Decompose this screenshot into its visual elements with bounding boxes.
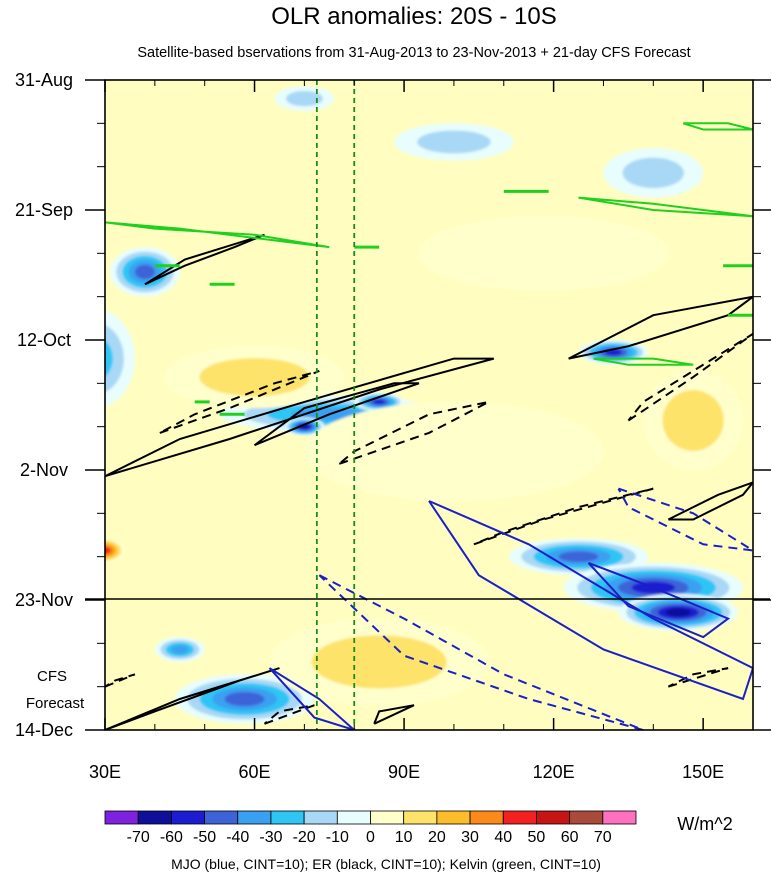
x-tick-label-90E: 90E bbox=[388, 762, 420, 782]
forecast-label-line-1: CFS bbox=[37, 668, 67, 685]
colorbar-swatch-0 bbox=[104, 810, 139, 825]
colorbar-swatch-2 bbox=[170, 810, 205, 825]
y-tick-label-12-Oct: 12-Oct bbox=[17, 330, 71, 350]
anomaly-feature-3-level-60 bbox=[373, 399, 386, 405]
colorbar-label-13: 60 bbox=[561, 829, 579, 846]
anomaly-feature-19-level-20 bbox=[622, 157, 684, 189]
colorbar-label-10: 30 bbox=[461, 829, 479, 846]
chart-title: OLR anomalies: 20S - 10S bbox=[271, 3, 556, 30]
anomaly-feature-10-level-40 bbox=[171, 645, 189, 654]
colorbar-label-1: -60 bbox=[160, 829, 183, 846]
er-contour-negative-4 bbox=[263, 704, 315, 725]
colorbar-swatch-1 bbox=[137, 810, 172, 825]
colorbar-label-12: 50 bbox=[528, 829, 546, 846]
colorbar-label-3: -40 bbox=[226, 829, 249, 846]
anomaly-feature-0-level-30 bbox=[105, 340, 113, 377]
colorbar-label-9: 20 bbox=[428, 829, 446, 846]
kelvin-contour-1 bbox=[578, 196, 753, 218]
er-contour-positive-2 bbox=[253, 382, 420, 447]
contour-legend-text: MJO (blue, CINT=10); ER (black, CINT=10)… bbox=[171, 856, 601, 872]
mjo-contour-positive-2 bbox=[268, 667, 355, 730]
y-tick-label-31-Aug: 31-Aug bbox=[15, 70, 73, 90]
x-tick-label-120E: 120E bbox=[533, 762, 575, 782]
x-tick-label-30E: 30E bbox=[89, 762, 121, 782]
er-contour-positive-1 bbox=[105, 357, 495, 478]
colorbar-swatch-8 bbox=[370, 810, 405, 825]
colorbar-swatch-10 bbox=[436, 810, 471, 825]
colorbar-label-7: 0 bbox=[366, 829, 375, 846]
anomaly-feature-11-level-20 bbox=[311, 635, 447, 689]
mjo-contour-negative-1 bbox=[617, 487, 753, 552]
kelvin-contour-0 bbox=[105, 221, 330, 249]
er-contour-negative-0 bbox=[159, 370, 320, 434]
mjo-contour-positive-0 bbox=[428, 500, 753, 701]
x-tick-label-150E: 150E bbox=[682, 762, 724, 782]
forecast-label-line-2: Forecast bbox=[26, 695, 85, 712]
kelvin-contour-2 bbox=[682, 122, 753, 131]
colorbar-swatch-15 bbox=[602, 810, 637, 825]
er-contour-positive-3 bbox=[568, 295, 753, 360]
anomaly-feature-14-level-10 bbox=[419, 216, 669, 291]
anomaly-feature-17-level-20 bbox=[285, 90, 323, 107]
colorbar-swatch-3 bbox=[204, 810, 239, 825]
colorbar-label-14: 70 bbox=[594, 829, 612, 846]
er-contour-positive-5 bbox=[105, 667, 280, 730]
colorbar-label-0: -70 bbox=[127, 829, 150, 846]
colorbar-label-8: 10 bbox=[395, 829, 413, 846]
colorbar-swatch-9 bbox=[403, 810, 438, 825]
y-tick-label-21-Sep: 21-Sep bbox=[15, 200, 73, 220]
plot-area bbox=[105, 80, 753, 730]
anomaly-feature-18-level-20 bbox=[417, 130, 491, 154]
colorbar-swatch-13 bbox=[536, 810, 571, 825]
axes: 30E 60E 90E 120E 150E 31-Aug 21-Sep 12-Oct 2-Nov… bbox=[15, 70, 771, 782]
anomaly-feature-12-level-20 bbox=[199, 358, 310, 397]
y-tick-label-2-Nov: 2-Nov bbox=[20, 460, 68, 480]
anomaly-feature-13-level-10 bbox=[304, 401, 604, 501]
anomaly-feature-15-level-50 bbox=[105, 546, 111, 555]
x-tick-label-60E: 60E bbox=[239, 762, 271, 782]
mjo-contour-negative-0 bbox=[318, 574, 644, 730]
reference-lines bbox=[315, 80, 356, 730]
colorbar-label-5: -20 bbox=[293, 829, 316, 846]
er-contour-negative-3 bbox=[627, 332, 753, 422]
y-tick-label-23-Nov: 23-Nov bbox=[15, 590, 73, 610]
colorbar-swatch-5 bbox=[270, 810, 305, 825]
y-tick-label-14-Dec: 14-Dec bbox=[15, 720, 73, 740]
anomaly-feature-6-level-50 bbox=[558, 551, 599, 562]
colorbar-swatch-7 bbox=[336, 810, 371, 825]
colorbar-unit: W/m^2 bbox=[677, 814, 732, 834]
er-contour-negative-6 bbox=[105, 673, 136, 688]
er-contour-negative-1 bbox=[338, 400, 490, 465]
er-contour-negative-5 bbox=[667, 667, 729, 688]
anomaly-feature-8-level-70 bbox=[665, 608, 691, 617]
colorbar-label-11: 40 bbox=[494, 829, 512, 846]
colorbar: -70 -60 -50 -40 -30 -20 -10 0 10 20 30 40 50 60 70 bbox=[104, 810, 637, 846]
anomaly-feature-9-level-50 bbox=[224, 691, 265, 707]
colorbar-swatch-11 bbox=[469, 810, 504, 825]
chart-subtitle: Satellite-based bservations from 31-Aug-… bbox=[137, 45, 690, 61]
colorbar-swatch-14 bbox=[569, 810, 604, 825]
plot-frame bbox=[104, 79, 754, 731]
er-contour-negative-2 bbox=[473, 487, 654, 546]
colorbar-label-6: -10 bbox=[326, 829, 349, 846]
colorbar-swatch-4 bbox=[237, 810, 272, 825]
kelvin-contour-3 bbox=[593, 357, 694, 366]
anomaly-feature-0-level-20 bbox=[105, 325, 124, 393]
colorbar-swatch-12 bbox=[502, 810, 537, 825]
colorbar-swatch-6 bbox=[303, 810, 338, 825]
colorbar-label-2: -50 bbox=[193, 829, 216, 846]
anomaly-feature-1-level-50 bbox=[134, 264, 155, 279]
wave-contours bbox=[105, 122, 753, 730]
er-contour-positive-4 bbox=[667, 481, 753, 521]
er-contour-positive-0 bbox=[144, 233, 265, 286]
colorbar-label-4: -30 bbox=[259, 829, 282, 846]
anomaly-feature-16-level-20 bbox=[662, 390, 724, 451]
er-contour-positive-6 bbox=[373, 704, 415, 725]
